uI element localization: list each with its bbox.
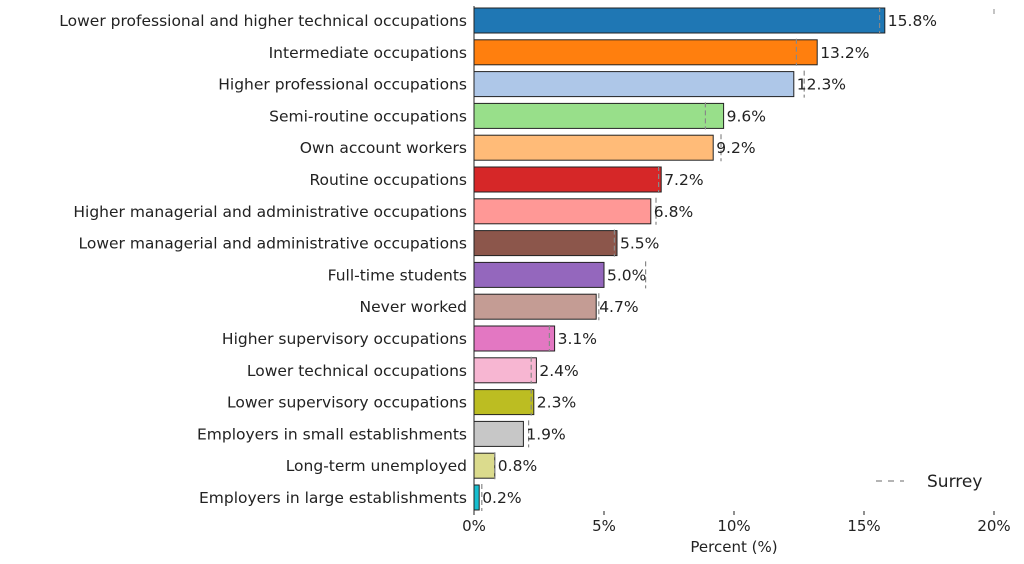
category-label: Employers in small establishments (197, 425, 467, 443)
category-label: Never worked (360, 298, 467, 316)
category-label: Lower supervisory occupations (227, 394, 467, 412)
value-label: 9.6% (727, 107, 766, 125)
category-label: Higher supervisory occupations (222, 330, 467, 348)
category-label: Lower technical occupations (247, 362, 467, 380)
bar (473, 484, 480, 511)
x-tick-label: 0% (462, 517, 486, 535)
legend-label: Surrey (927, 472, 982, 492)
value-label: 2.3% (537, 394, 576, 412)
category-label: Higher managerial and administrative occ… (73, 203, 467, 221)
value-label: 5.5% (620, 235, 659, 253)
bar (473, 357, 537, 384)
bar (473, 325, 556, 352)
x-tick-label: 5% (592, 517, 616, 535)
value-label: 9.2% (716, 139, 755, 157)
category-label: Higher professional occupations (218, 76, 467, 94)
bar (473, 7, 886, 34)
bar (473, 39, 818, 66)
category-label: Own account workers (300, 139, 467, 157)
bar (473, 102, 725, 129)
category-label: Lower professional and higher technical … (59, 12, 467, 30)
value-label: 13.2% (820, 44, 869, 62)
category-label: Employers in large establishments (199, 489, 467, 507)
category-label: Semi-routine occupations (269, 107, 467, 125)
bar (473, 166, 662, 193)
bar (473, 230, 618, 257)
category-label: Full-time students (328, 266, 467, 284)
value-label: 1.9% (526, 425, 565, 443)
bar (473, 452, 496, 479)
value-label: 5.0% (607, 266, 646, 284)
value-label: 15.8% (888, 12, 937, 30)
bar (473, 134, 714, 161)
value-label: 6.8% (654, 203, 693, 221)
bar (473, 293, 597, 320)
category-label: Routine occupations (309, 171, 467, 189)
bar (473, 389, 535, 416)
x-tick-label: 10% (717, 517, 750, 535)
bar (473, 71, 795, 98)
category-label: Intermediate occupations (269, 44, 467, 62)
value-label: 2.4% (539, 362, 578, 380)
x-tick-label: 20% (977, 517, 1010, 535)
category-label: Long-term unemployed (286, 457, 467, 475)
value-label: 0.8% (498, 457, 537, 475)
bar (473, 261, 605, 288)
category-label: Lower managerial and administrative occu… (78, 235, 467, 253)
bar (473, 198, 652, 225)
x-tick-label: 15% (847, 517, 880, 535)
value-label: 12.3% (797, 76, 846, 94)
bar (473, 420, 524, 447)
value-label: 4.7% (599, 298, 638, 316)
x-axis-title: Percent (%) (690, 538, 777, 556)
value-label: 7.2% (664, 171, 703, 189)
value-label: 0.2% (482, 489, 521, 507)
value-label: 3.1% (558, 330, 597, 348)
